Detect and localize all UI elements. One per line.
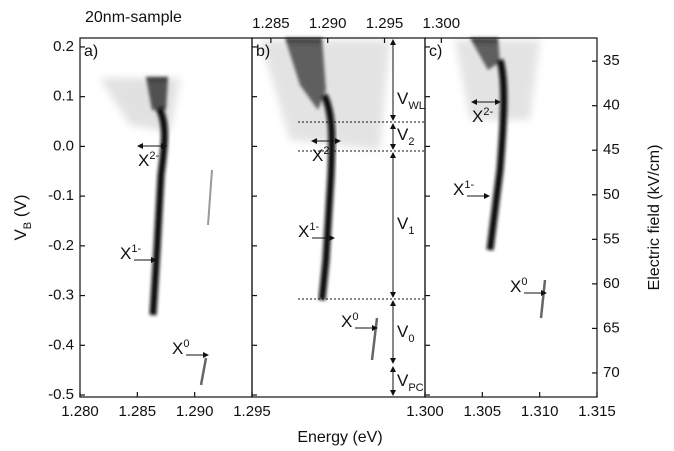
annotation: X2- [472,106,493,127]
y-tick-label: 0.2 [53,38,74,55]
annotation: X1- [453,179,474,200]
annotation-sup: 2- [149,150,159,162]
level-label: VWL [397,89,425,111]
level-label-sub: PC [408,382,423,394]
annotation-base: X [138,151,149,170]
annotation-sup: 2- [323,145,333,157]
annotation-base: X [453,180,464,199]
x-tick-label: 1.315 [578,403,616,420]
annotation-sup: 1- [131,243,141,255]
x-tick-label: 1.280 [61,403,99,420]
annotation: X0 [341,311,358,332]
annotation-sup: 0 [183,338,189,350]
y-tick-label: -0.1 [48,187,74,204]
intensity-map [100,38,547,386]
x2-tick-label: 1.290 [309,15,347,32]
y-axis-label-sub: B [22,222,34,229]
level-label: V0 [397,322,414,344]
annotation: X0 [172,338,189,359]
annotation-base: X [298,222,309,241]
x-tick-label: 1.305 [464,403,502,420]
panel-label: b) [256,43,270,60]
level-label-base: V [397,322,409,341]
level-label-sub: 2 [408,136,414,148]
y-tick-label: 0.0 [53,137,74,154]
y2-tick-label: 55 [603,230,620,247]
y2-tick-label: 60 [603,275,620,292]
x-tick-label: 1.300 [406,403,444,420]
y-axis-label-unit: (V) [11,194,30,221]
annotation-sup: 2- [483,106,493,118]
annotation-sup: 0 [352,311,358,323]
level-label-base: V [397,89,409,108]
y2-tick-label: 70 [603,364,620,381]
y2-tick-label: 40 [603,97,620,114]
annotation: X2- [138,150,159,171]
y2-axis-label: Electric field (kV/cm) [646,145,663,291]
y-axis-label-base: V [11,229,30,241]
annotation-sup: 1- [464,179,474,191]
annotation-base: X [312,146,323,165]
annotation: X1- [298,221,319,242]
annotation: X2- [312,145,333,166]
annotation-base: X [120,244,131,263]
panel-label: c) [429,43,442,60]
level-label: V2 [397,125,414,147]
level-label: V1 [397,214,414,236]
annotation-base: X [341,312,352,331]
level-label-base: V [397,125,409,144]
x2-tick-label: 1.285 [252,15,290,32]
y2-tick-label: 50 [603,186,620,203]
annotation-base: X [172,339,183,358]
x-tick-label: 1.285 [119,403,157,420]
level-label-sub: 1 [408,225,414,237]
y-tick-label: -0.4 [48,336,74,353]
figure-title: 20nm-sample [85,9,182,26]
level-label-base: V [397,371,409,390]
y-tick-label: -0.3 [48,287,74,304]
x2-tick-label: 1.295 [366,15,404,32]
y-axis-label: VB (V) [11,194,33,240]
level-label-base: V [397,214,409,233]
y2-tick-label: 35 [603,52,620,69]
level-label-sub: 0 [408,333,414,345]
y2-tick-label: 65 [603,319,620,336]
y2-tick-label: 45 [603,141,620,158]
x2-tick-label: 1.300 [423,15,461,32]
y-tick-label: 0.1 [53,88,74,105]
level-label: VPC [397,371,424,393]
panel-frame [424,37,598,398]
level-label-sub: WL [408,100,425,112]
annotation: X0 [510,276,527,297]
x-axis-label: Energy (eV) [297,429,382,446]
annotation-sup: 0 [521,276,527,288]
panel-label: a) [84,43,98,60]
annotation-base: X [510,277,521,296]
y-tick-label: -0.5 [48,386,74,403]
annotation-sup: 1- [309,221,319,233]
x-tick-label: 1.295 [233,403,271,420]
annotation: X1- [120,243,141,264]
y-tick-label: -0.2 [48,237,74,254]
x-tick-label: 1.310 [521,403,559,420]
x-tick-label: 1.290 [176,403,214,420]
annotation-base: X [472,107,483,126]
